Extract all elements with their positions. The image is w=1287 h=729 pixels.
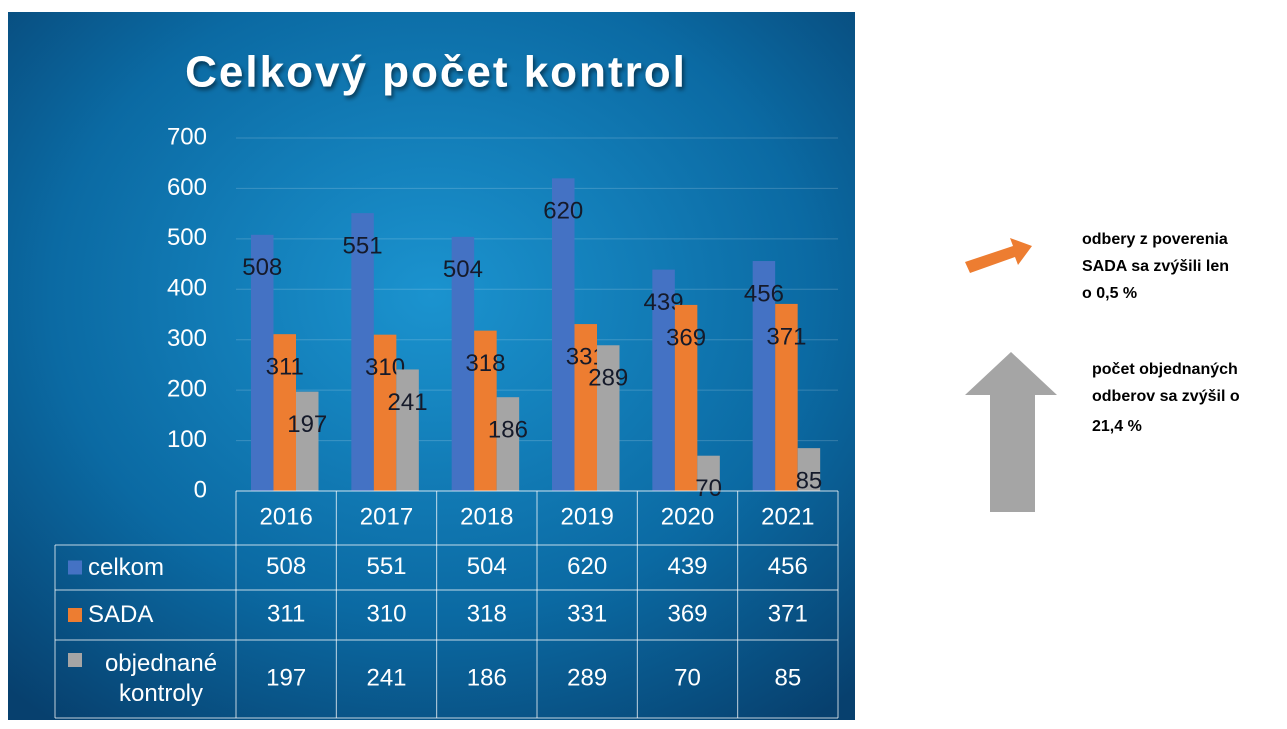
data-label: 311 [266, 354, 304, 381]
data-label: 369 [666, 324, 706, 351]
legend-entry: objednané kontroly [104, 650, 218, 707]
y-tick-label: 300 [167, 325, 207, 352]
legend-key [68, 653, 82, 667]
bar [674, 304, 698, 491]
data-label: 318 [465, 350, 505, 377]
x-tick-label: 2020 [661, 503, 714, 530]
bar [752, 261, 776, 491]
y-tick-label: 400 [167, 275, 207, 302]
annotation: 21,4 % [1092, 418, 1142, 435]
data-label: 241 [388, 389, 428, 416]
x-tick-label: 2016 [259, 503, 312, 530]
table-cell: 310 [366, 600, 406, 627]
bar [296, 391, 319, 491]
chart-background [8, 12, 855, 720]
legend-entry: celkom [88, 553, 165, 581]
table-cell: 371 [768, 600, 808, 627]
data-label: 197 [287, 411, 327, 438]
y-tick-label: 600 [167, 174, 207, 201]
data-label: 371 [766, 323, 806, 350]
table-cell: 186 [467, 664, 507, 691]
y-tick-label: 0 [194, 476, 207, 503]
table-cell: 551 [366, 553, 406, 580]
orange-arrow [965, 238, 1032, 273]
y-tick-label: 500 [167, 224, 207, 251]
data-label: 186 [488, 417, 528, 444]
bar [652, 269, 675, 491]
table-cell: 331 [567, 600, 607, 627]
table-cell: 289 [567, 664, 607, 691]
table-cell: 439 [667, 553, 707, 580]
data-label: 456 [744, 280, 784, 307]
y-tick-label: 100 [167, 426, 207, 453]
data-label: 508 [242, 254, 282, 281]
bar [775, 303, 798, 491]
x-tick-label: 2017 [360, 503, 413, 530]
x-tick-label: 2021 [761, 503, 814, 530]
data-label: 504 [443, 256, 483, 283]
bar [574, 324, 597, 491]
table-cell: 70 [674, 664, 701, 691]
annotation: odberov sa zvýšil o [1092, 388, 1240, 405]
chart-title: Celkový počet kontrol [185, 48, 687, 97]
x-tick-label: 2018 [460, 503, 513, 530]
gray-arrow [965, 352, 1057, 512]
y-tick-label: 700 [167, 123, 207, 150]
table-cell: 369 [667, 600, 707, 627]
annotation: o 0,5 % [1082, 285, 1137, 302]
table-cell: 318 [467, 600, 507, 627]
bar [273, 334, 296, 491]
table-cell: 504 [467, 553, 507, 580]
bar [474, 330, 497, 491]
table-cell: 241 [366, 664, 406, 691]
bar [351, 213, 374, 492]
x-tick-label: 2019 [560, 503, 613, 530]
annotation: odbery z poverenia [1082, 231, 1228, 248]
legend-entry-box: SADA [88, 601, 154, 628]
bar [552, 178, 575, 492]
table-cell: 197 [266, 664, 306, 691]
legend-entry-box: celkom [88, 553, 165, 581]
data-label: 620 [543, 198, 583, 225]
bar [451, 236, 475, 491]
table-cell: 311 [267, 600, 305, 627]
legend-key [68, 560, 82, 575]
data-label: 551 [343, 232, 383, 259]
bar [251, 234, 274, 491]
table-cell: 456 [768, 553, 808, 580]
annotation: počet objednaných [1092, 361, 1238, 378]
bar [396, 369, 419, 491]
annotation: SADA sa zvýšili len [1082, 258, 1229, 275]
data-label: 289 [588, 365, 628, 392]
table-cell: 85 [774, 664, 801, 691]
legend-entry: SADA [88, 601, 154, 628]
bar [597, 345, 620, 491]
bar [496, 397, 520, 491]
bar [697, 455, 720, 491]
legend-entry-box: objednané kontroly [104, 650, 218, 707]
bar [373, 334, 397, 491]
legend-key [68, 608, 82, 622]
data-label: 70 [695, 475, 722, 502]
table-cell: 508 [266, 553, 306, 580]
bar [797, 448, 821, 491]
table-cell: 620 [567, 553, 607, 580]
y-tick-label: 200 [167, 375, 207, 402]
data-label: 85 [796, 467, 823, 494]
